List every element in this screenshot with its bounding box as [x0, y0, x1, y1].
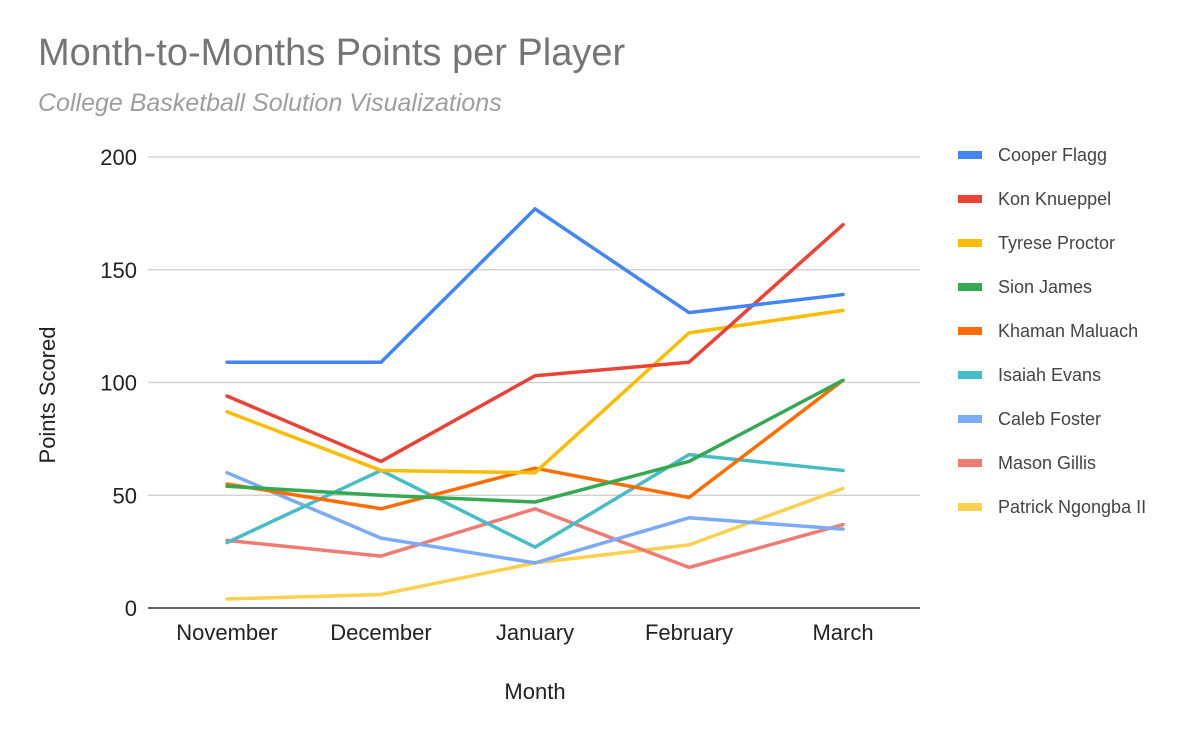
series-line-kon-knueppel — [225, 222, 845, 464]
legend-label: Isaiah Evans — [998, 365, 1101, 385]
legend-swatch — [958, 283, 982, 291]
series-line-tyrese-proctor — [225, 308, 845, 475]
y-tick-label: 200 — [100, 145, 137, 170]
x-tick-label: February — [645, 620, 733, 645]
legend-swatch — [958, 459, 982, 467]
series-lines — [225, 207, 845, 601]
x-tick-label: November — [176, 620, 277, 645]
y-tick-label: 0 — [125, 596, 137, 621]
chart-title: Month-to-Months Points per Player — [38, 32, 626, 74]
legend-label: Tyrese Proctor — [998, 233, 1115, 253]
x-tick-label: March — [812, 620, 873, 645]
legend-label: Cooper Flagg — [998, 145, 1107, 165]
y-axis-ticks: 0 50 100 150 200 — [100, 145, 137, 621]
legend-swatch — [958, 239, 982, 247]
legend-swatch — [958, 151, 982, 159]
legend-swatch — [958, 195, 982, 203]
x-axis-title: Month — [504, 679, 565, 704]
legend-swatch — [958, 415, 982, 423]
legend: Cooper Flagg Kon Knueppel Tyrese Proctor Si… — [958, 145, 1146, 517]
legend-label: Patrick Ngongba II — [998, 497, 1146, 517]
y-tick-label: 150 — [100, 258, 137, 283]
x-tick-label: December — [330, 620, 431, 645]
legend-label: Caleb Foster — [998, 409, 1101, 429]
legend-swatch — [958, 327, 982, 335]
legend-swatch — [958, 371, 982, 379]
legend-label: Kon Knueppel — [998, 189, 1111, 209]
series-line-cooper-flagg — [225, 207, 845, 364]
y-tick-label: 100 — [100, 371, 137, 396]
legend-label: Mason Gillis — [998, 453, 1096, 473]
series-line-mason-gillis — [225, 507, 845, 570]
legend-label: Khaman Maluach — [998, 321, 1138, 341]
legend-swatch — [958, 503, 982, 511]
series-line-patrick-ngongba-ii — [225, 486, 845, 601]
series-line-sion-james — [225, 378, 845, 504]
y-axis-title: Points Scored — [35, 327, 60, 464]
series-line-khaman-maluach — [225, 378, 845, 511]
series-line-caleb-foster — [225, 470, 845, 565]
x-tick-label: January — [496, 620, 574, 645]
y-tick-label: 50 — [113, 483, 137, 508]
legend-label: Sion James — [998, 277, 1092, 297]
x-axis-ticks: November December January February March — [176, 620, 873, 645]
chart-subtitle: College Basketball Solution Visualizatio… — [38, 89, 502, 117]
